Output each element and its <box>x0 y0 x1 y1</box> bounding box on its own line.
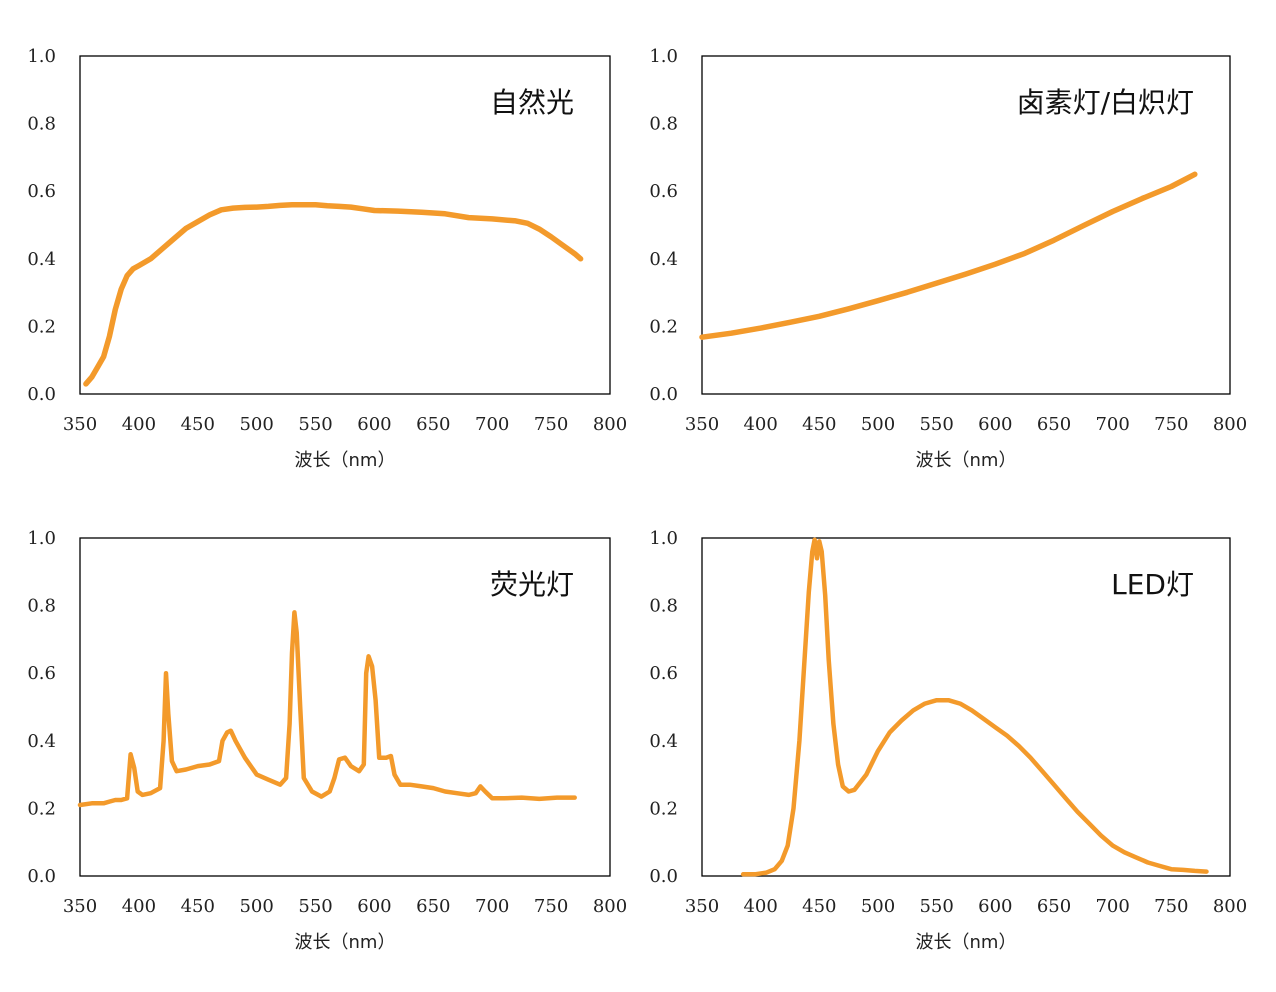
x-tick-label: 700 <box>475 414 509 435</box>
x-tick-label: 600 <box>978 414 1012 435</box>
x-tick-label: 650 <box>416 896 450 917</box>
chart-title: 自然光 <box>490 86 574 119</box>
y-tick-label: 1.0 <box>649 528 678 549</box>
y-tick-label: 1.0 <box>27 46 56 67</box>
x-tick-label: 750 <box>534 414 568 435</box>
x-tick-label: 450 <box>802 896 836 917</box>
x-tick-label: 350 <box>685 896 719 917</box>
y-tick-label: 1.0 <box>27 528 56 549</box>
x-tick-label: 500 <box>239 414 273 435</box>
y-tick-label: 0.2 <box>649 798 678 819</box>
chart-panel-natural-light: 0.0 0.2 0.4 0.6 0.8 1.0 350 400 450 500 550 600 650 7… <box>27 46 627 471</box>
x-axis-label: 波长（nm） <box>916 932 1017 953</box>
x-tick-label: 550 <box>298 414 332 435</box>
y-tick-label: 0.6 <box>649 181 678 202</box>
chart-title: 荧光灯 <box>490 568 574 601</box>
plot-frame <box>701 55 1231 395</box>
y-tick-label: 1.0 <box>649 46 678 67</box>
y-tick-label: 0.4 <box>649 731 678 752</box>
x-tick-label: 800 <box>1213 896 1247 917</box>
x-tick-label: 600 <box>357 896 391 917</box>
y-tick-label: 0.0 <box>649 384 678 405</box>
x-tick-label: 550 <box>298 896 332 917</box>
x-tick-label: 350 <box>685 414 719 435</box>
chart-title: LED灯 <box>1111 568 1194 601</box>
x-tick-label: 400 <box>122 414 156 435</box>
y-tick-label: 0.0 <box>27 866 56 887</box>
series-line-halogen-incandescent <box>699 171 1198 340</box>
x-tick-label: 400 <box>122 896 156 917</box>
x-tick-label: 800 <box>1213 414 1247 435</box>
x-axis-label: 波长（nm） <box>295 932 396 953</box>
x-tick-label: 500 <box>239 896 273 917</box>
y-tick-label: 0.8 <box>27 596 56 617</box>
x-tick-label: 750 <box>1154 896 1188 917</box>
x-tick-label: 450 <box>802 414 836 435</box>
y-tick-label: 0.8 <box>649 114 678 135</box>
series-line-natural-light <box>83 201 584 387</box>
y-tick-label: 0.2 <box>649 316 678 337</box>
x-tick-label: 700 <box>475 896 509 917</box>
y-tick-label: 0.2 <box>27 798 56 819</box>
x-tick-label: 500 <box>861 896 895 917</box>
series-line-led <box>740 537 1209 877</box>
x-tick-label: 750 <box>1154 414 1188 435</box>
series-line-fluorescent <box>77 610 577 808</box>
x-tick-label: 400 <box>743 896 777 917</box>
y-tick-label: 0.4 <box>27 731 56 752</box>
x-axis-label: 波长（nm） <box>295 450 396 471</box>
y-tick-label: 0.6 <box>27 181 56 202</box>
y-tick-label: 0.4 <box>27 249 56 270</box>
x-tick-label: 400 <box>743 414 777 435</box>
x-tick-label: 650 <box>1037 414 1071 435</box>
x-tick-label: 650 <box>416 414 450 435</box>
chart-panel-halogen-incandescent: 0.0 0.2 0.4 0.6 0.8 1.0 350 400 450 500 550 600 650 7… <box>649 46 1247 471</box>
x-tick-label: 600 <box>357 414 391 435</box>
x-tick-label: 700 <box>1095 896 1129 917</box>
x-tick-label: 800 <box>593 414 627 435</box>
x-tick-label: 500 <box>861 414 895 435</box>
x-tick-label: 600 <box>978 896 1012 917</box>
x-tick-label: 350 <box>63 896 97 917</box>
y-tick-label: 0.6 <box>27 663 56 684</box>
x-tick-label: 450 <box>181 414 215 435</box>
x-tick-label: 750 <box>534 896 568 917</box>
y-tick-label: 0.0 <box>27 384 56 405</box>
x-tick-label: 650 <box>1037 896 1071 917</box>
x-tick-label: 550 <box>919 414 953 435</box>
y-tick-label: 0.4 <box>649 249 678 270</box>
y-tick-label: 0.8 <box>27 114 56 135</box>
chart-panel-fluorescent: 0.0 0.2 0.4 0.6 0.8 1.0 350 400 450 500 550 600 650 7… <box>27 528 627 953</box>
y-tick-label: 0.2 <box>27 316 56 337</box>
plot-frame <box>79 55 611 395</box>
chart-panel-led: 0.0 0.2 0.4 0.6 0.8 1.0 350 400 450 500 550 600 650 7… <box>649 528 1247 953</box>
y-tick-label: 0.6 <box>649 663 678 684</box>
chart-title: 卤素灯/白炽灯 <box>1017 86 1194 119</box>
x-tick-label: 550 <box>919 896 953 917</box>
x-tick-label: 700 <box>1095 414 1129 435</box>
y-tick-label: 0.0 <box>649 866 678 887</box>
x-tick-label: 350 <box>63 414 97 435</box>
x-tick-label: 450 <box>181 896 215 917</box>
x-tick-label: 800 <box>593 896 627 917</box>
x-axis-label: 波长（nm） <box>916 450 1017 471</box>
y-tick-label: 0.8 <box>649 596 678 617</box>
